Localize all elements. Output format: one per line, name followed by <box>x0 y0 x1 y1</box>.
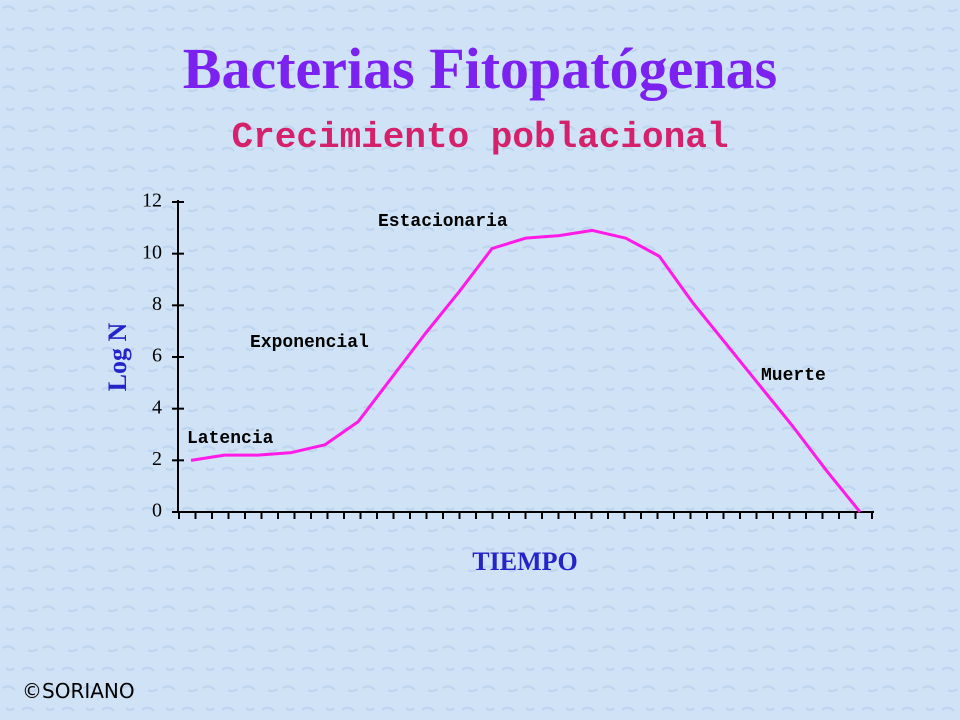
phase-label: Muerte <box>761 366 826 386</box>
y-tick-label: 12 <box>142 190 162 212</box>
y-tick-label: 6 <box>152 345 162 367</box>
footer: ©SORIANO <box>22 679 135 703</box>
y-tick-label: 10 <box>142 241 162 263</box>
phase-label: Latencia <box>187 429 274 449</box>
y-tick-label: 4 <box>152 396 162 418</box>
chart-title: Bacterias Fitopatógenas <box>183 36 777 101</box>
series-line <box>190 228 862 513</box>
y-axis-label: Log N <box>103 322 132 391</box>
y-tick-label: 2 <box>152 448 162 470</box>
y-tick-label: 8 <box>152 293 162 315</box>
phase-label: Exponencial <box>250 333 369 353</box>
x-axis-label: TIEMPO <box>472 547 577 576</box>
chart-subtitle: Crecimiento poblacional <box>232 117 729 158</box>
phase-label: Estacionaria <box>378 212 508 232</box>
y-tick-label: 0 <box>152 500 162 522</box>
